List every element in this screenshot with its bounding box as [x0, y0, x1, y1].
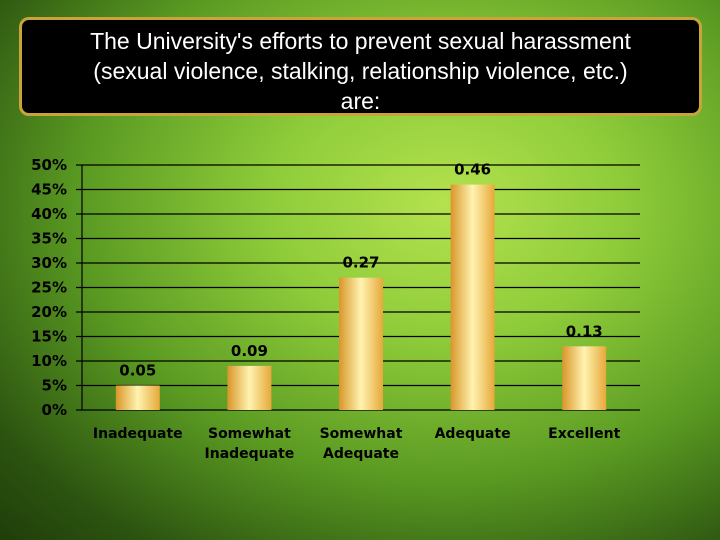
y-axis-ticks: 0% 5% 10% 15% 20% 25% 30% 35% 40% 45% 50%: [31, 156, 67, 419]
bar: [339, 277, 383, 410]
y-tick-label: 15%: [31, 328, 67, 346]
y-tick-label: 5%: [42, 377, 67, 395]
data-label: 0.09: [231, 342, 268, 360]
x-category-label: Somewhat Adequate: [320, 426, 403, 462]
x-axis-categories: Inadequate Somewhat Inadequate Somewhat Adeq…: [93, 426, 621, 462]
y-tick-label: 10%: [31, 352, 67, 370]
y-tick-label: 35%: [31, 230, 67, 248]
data-label: 0.13: [566, 322, 603, 340]
chart-title: The University's efforts to prevent sexu…: [19, 17, 702, 116]
y-tick-label: 50%: [31, 156, 67, 174]
y-tick-label: 0%: [42, 401, 67, 419]
x-category-label: Inadequate: [93, 426, 183, 442]
bars: [115, 184, 607, 410]
data-labels: 0.05 0.09 0.27 0.46 0.13: [119, 161, 602, 380]
y-tick-label: 25%: [31, 279, 67, 297]
x-category-label: Somewhat Inadequate: [205, 426, 295, 462]
y-tick-label: 30%: [31, 254, 67, 272]
bar: [562, 346, 607, 410]
bar: [450, 184, 495, 410]
bar: [115, 385, 160, 410]
data-label: 0.46: [454, 161, 491, 179]
bar: [227, 365, 272, 410]
data-label: 0.27: [342, 254, 379, 272]
y-tick-label: 45%: [31, 181, 67, 199]
x-category-label: Excellent: [548, 426, 620, 442]
y-tick-label: 40%: [31, 205, 67, 223]
y-tick-label: 20%: [31, 303, 67, 321]
x-category-label: Adequate: [435, 426, 511, 442]
data-label: 0.05: [119, 362, 156, 380]
